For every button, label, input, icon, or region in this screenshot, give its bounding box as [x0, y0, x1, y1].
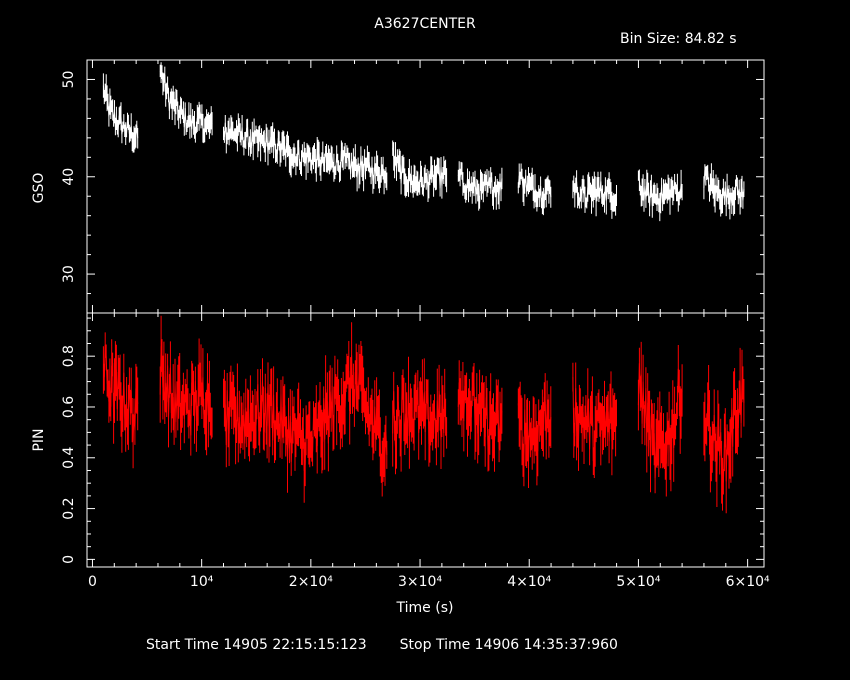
- pin-errorbars: [703, 347, 745, 514]
- pin-errorbars: [517, 373, 552, 488]
- pin-ticks: 0 0.2 0.4 0.6 0.8 0 10⁴ 2×10⁴ 3×10⁴ 4×10⁴ 5×10⁴ 6×1…: [61, 313, 770, 590]
- pin-errorbars: [159, 315, 213, 456]
- xtick-label: 10⁴: [190, 574, 214, 590]
- gso-ytick-label: 30: [61, 265, 77, 283]
- gso-errorbars: [159, 62, 213, 144]
- pin-ytick-label: 0.4: [61, 447, 77, 469]
- pin-ytick-label: 0.2: [61, 497, 77, 519]
- gso-errorbars: [392, 140, 448, 202]
- xtick-label: 3×10⁴: [398, 574, 442, 590]
- gso-frame: [86, 59, 765, 314]
- bin-size-label: Bin Size: 84.82 s: [620, 31, 737, 47]
- pin-errorbars: [223, 322, 388, 503]
- gso-errorbars: [102, 73, 139, 153]
- pin-ytick-label: 0.8: [61, 345, 77, 367]
- xtick-label: 6×10⁴: [726, 574, 770, 590]
- gso-ytick-label: 40: [61, 168, 77, 186]
- pin-errorbars: [637, 341, 683, 497]
- pin-ytick-label: 0: [61, 555, 77, 564]
- chart-title: A3627CENTER: [374, 16, 476, 32]
- gso-errorbars: [517, 163, 552, 216]
- pin-panel: 0 0.2 0.4 0.6 0.8 0 10⁴ 2×10⁴ 3×10⁴ 4×10⁴ 5×10⁴ 6×1…: [31, 312, 770, 616]
- pin-ylabel: PIN: [31, 428, 47, 451]
- start-time-label: Start Time 14905 22:15:15:123: [146, 637, 367, 653]
- pin-errorbars: [102, 332, 139, 469]
- x-axis-label: Time (s): [396, 600, 454, 616]
- xtick-label: 4×10⁴: [507, 574, 551, 590]
- gso-ylabel: GSO: [31, 173, 47, 204]
- xtick-label: 5×10⁴: [616, 574, 660, 590]
- pin-errorbars: [392, 356, 448, 475]
- gso-ytick-label: 50: [61, 71, 77, 89]
- gso-ticks: 30 40 50: [61, 59, 764, 314]
- gso-errorbars: [457, 161, 503, 211]
- time-range-footer: Start Time 14905 22:15:15:123 Stop Time 1…: [146, 637, 618, 653]
- pin-frame: [86, 312, 765, 568]
- stop-time-label: Stop Time 14906 14:35:37:960: [399, 637, 618, 653]
- gso-series: [102, 62, 745, 222]
- pin-series: [102, 315, 745, 514]
- pin-ytick-label: 0.6: [61, 396, 77, 418]
- gso-panel: 30 40 50 GSO: [31, 59, 765, 314]
- pin-errorbars: [457, 360, 503, 472]
- gso-errorbars: [637, 169, 683, 222]
- gso-errorbars: [703, 163, 745, 220]
- pin-errorbars: [572, 362, 617, 478]
- xtick-label: 2×10⁴: [289, 574, 333, 590]
- xtick-label: 0: [88, 574, 97, 590]
- gso-errorbars: [223, 113, 388, 195]
- gso-errorbars: [572, 170, 617, 219]
